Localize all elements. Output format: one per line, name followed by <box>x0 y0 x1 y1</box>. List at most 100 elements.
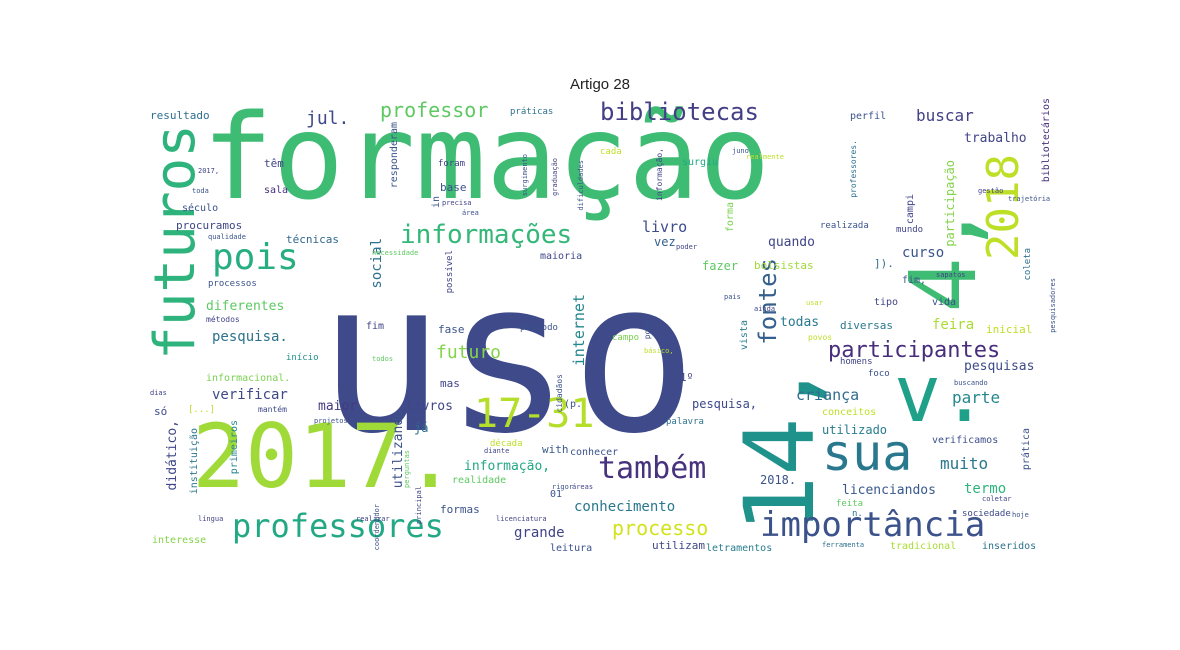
cloud-word: n. <box>852 509 863 519</box>
cloud-word: projetos <box>314 417 348 425</box>
cloud-word: instituição <box>189 428 200 495</box>
cloud-word: utilizam <box>652 539 705 552</box>
cloud-word: pais <box>724 293 741 301</box>
cloud-word: surgiu <box>682 157 719 168</box>
cloud-word: buscar <box>916 106 974 125</box>
cloud-word: informações <box>400 220 573 250</box>
cloud-word: básico, <box>644 347 674 355</box>
cloud-word: trajetória <box>1008 195 1051 203</box>
cloud-word: conceitos <box>822 407 877 418</box>
cloud-word: pesquisadores <box>1049 278 1057 333</box>
cloud-word: surgimento <box>521 154 529 197</box>
cloud-word: ferramenta <box>822 541 865 549</box>
cloud-word: práticas <box>510 107 554 117</box>
cloud-word: parte <box>952 388 1001 407</box>
cloud-word: conhecer <box>570 447 619 458</box>
cloud-word: fase <box>438 323 465 336</box>
cloud-word: informação, <box>655 148 664 201</box>
cloud-word: vez <box>654 235 676 249</box>
cloud-word: primeiros <box>229 420 240 475</box>
cloud-word: resultado <box>150 109 210 122</box>
cloud-word: internet <box>570 294 588 367</box>
cloud-word: 2018. <box>760 473 797 487</box>
cloud-word: fazer <box>702 259 739 273</box>
cloud-word: graduação <box>551 158 559 196</box>
cloud-word: [...] <box>188 405 216 415</box>
cloud-word: 17-31 <box>474 391 595 437</box>
cloud-word: usar <box>806 299 823 307</box>
cloud-word: v. <box>894 350 988 440</box>
cloud-word: pesquisa, <box>692 397 758 411</box>
cloud-word: professores <box>232 507 444 545</box>
cloud-word: possível <box>445 250 455 294</box>
cloud-word: sociedade <box>962 509 1011 519</box>
cloud-word: ]). <box>874 257 894 270</box>
cloud-word: necessidade <box>372 249 419 257</box>
cloud-word: período <box>520 323 558 333</box>
cloud-word: vista <box>739 320 750 351</box>
cloud-word: também <box>598 451 707 486</box>
cloud-word: 2018 <box>978 154 1029 260</box>
cloud-word: inicial <box>986 323 1033 336</box>
cloud-word: grande <box>514 525 565 541</box>
cloud-word: foco <box>868 369 890 379</box>
cloud-word: utilizado <box>822 423 888 437</box>
cloud-word: 2017. <box>192 405 457 508</box>
cloud-word: muito <box>940 454 989 473</box>
cloud-word: feira <box>932 317 975 333</box>
cloud-word: pesquisas <box>964 359 1035 374</box>
cloud-word: livro <box>642 218 688 236</box>
cloud-word: licenciandos <box>842 483 936 498</box>
cloud-word: diante <box>484 447 510 455</box>
cloud-word: termo <box>964 481 1007 497</box>
cloud-word: uso <box>318 235 698 480</box>
cloud-word: informacional. <box>206 373 291 384</box>
cloud-word: importância <box>760 505 986 545</box>
cloud-word: bolsistas <box>754 259 814 272</box>
cloud-word: perguntas <box>403 450 411 488</box>
cloud-word: só <box>154 405 168 418</box>
cloud-word: todas <box>780 315 820 330</box>
cloud-word: buscando <box>954 379 988 387</box>
cloud-word: língua <box>198 515 224 523</box>
cloud-word: realizar <box>356 515 390 523</box>
cloud-word: maioria <box>540 251 583 262</box>
cloud-word: mantém <box>258 405 287 414</box>
cloud-word: palavra <box>666 417 704 427</box>
cloud-word: diferentes <box>206 299 285 314</box>
cloud-word: 1º <box>680 371 694 384</box>
cloud-word: fim <box>366 321 385 332</box>
cloud-word: métodos <box>206 315 240 324</box>
cloud-word: processo <box>612 516 709 540</box>
cloud-word: verificamos <box>932 435 999 446</box>
cloud-word: curso <box>902 245 945 261</box>
cloud-word: bibliotecários <box>1041 98 1052 183</box>
cloud-word: conhecimento <box>574 499 676 515</box>
cloud-word: sapatos <box>936 271 966 279</box>
cloud-word: mas <box>440 377 460 390</box>
cloud-word: futuros <box>146 124 208 361</box>
cloud-word: criança <box>796 386 860 404</box>
cloud-word: letramentos <box>706 543 773 554</box>
cloud-word: realidade <box>452 475 507 486</box>
cloud-word: povos <box>808 333 833 342</box>
cloud-word: tradicional <box>890 541 957 552</box>
cloud-word: professor <box>380 98 489 122</box>
cloud-word: homens <box>840 357 873 367</box>
cloud-word: 2017, <box>198 167 220 175</box>
cloud-word: qualidade <box>208 233 246 241</box>
cloud-word: processos <box>208 279 257 289</box>
cloud-word: precisa <box>442 199 472 207</box>
cloud-word: técnicas <box>286 233 339 246</box>
cloud-word: coordenador <box>373 504 381 551</box>
cloud-word: vida <box>932 297 957 308</box>
cloud-word: coletar <box>982 495 1012 503</box>
cloud-word: licenciatura <box>496 515 547 523</box>
figure-title: Artigo 28 <box>569 76 631 93</box>
cloud-word: realmente <box>746 153 784 161</box>
cloud-word: participação <box>943 160 957 247</box>
cloud-word: sua <box>822 424 913 482</box>
cloud-word: fim, <box>902 275 927 286</box>
cloud-word: ainda <box>754 305 776 313</box>
cloud-word: social <box>369 238 385 289</box>
